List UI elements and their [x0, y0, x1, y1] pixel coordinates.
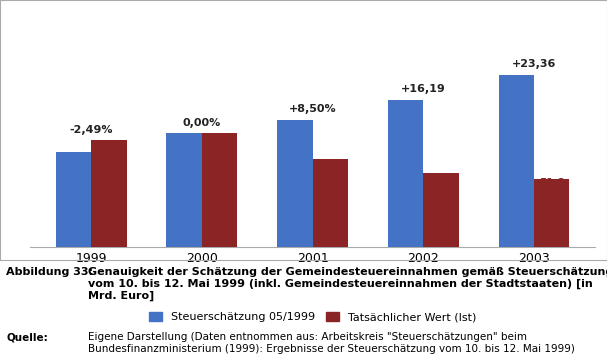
Bar: [166, 134, 202, 363]
Bar: [534, 179, 569, 363]
Bar: [91, 140, 127, 363]
Bar: [277, 119, 313, 363]
Bar: [56, 152, 91, 363]
Text: 57,1: 57,1: [171, 138, 197, 148]
Text: 52,5: 52,5: [428, 173, 454, 183]
Text: 57,1: 57,1: [207, 138, 232, 148]
Text: 61,0: 61,0: [393, 109, 418, 119]
Text: 0,00%: 0,00%: [183, 118, 221, 128]
Text: 51,8: 51,8: [539, 178, 565, 188]
Text: Abbildung 33:: Abbildung 33:: [6, 267, 93, 277]
Bar: [423, 173, 459, 363]
Bar: [388, 100, 423, 363]
Text: Eigene Darstellung (Daten entnommen aus: Arbeitskreis "Steuerschätzungen" beim
B: Eigene Darstellung (Daten entnommen aus:…: [88, 332, 575, 354]
Text: -2,49%: -2,49%: [69, 125, 113, 135]
Text: +23,36: +23,36: [512, 60, 556, 69]
Text: 58,7: 58,7: [282, 126, 308, 136]
Text: Genauigkeit der Schätzung der Gemeindesteuereinnahmen gemäß Steuerschätzung
vom : Genauigkeit der Schätzung der Gemeindest…: [88, 267, 607, 301]
Legend: Steuerschätzung 05/1999, Tatsächlicher Wert (Ist): Steuerschätzung 05/1999, Tatsächlicher W…: [144, 307, 481, 327]
Text: Quelle:: Quelle:: [6, 332, 48, 342]
Text: +8,50%: +8,50%: [289, 105, 336, 114]
Text: 63,9: 63,9: [503, 87, 529, 97]
Bar: [313, 159, 348, 363]
Text: 54,1: 54,1: [317, 161, 343, 171]
Text: 54,9: 54,9: [61, 155, 86, 165]
Bar: [498, 74, 534, 363]
Bar: [202, 134, 237, 363]
Text: +16,19: +16,19: [401, 85, 446, 94]
Text: 56,3: 56,3: [96, 144, 122, 154]
